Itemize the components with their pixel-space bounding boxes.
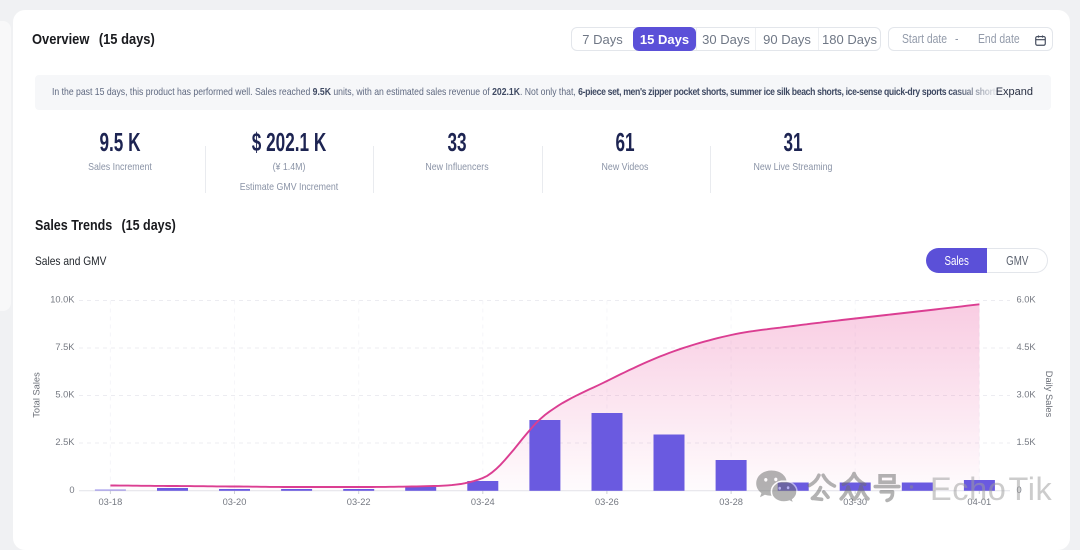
svg-text:6.0K: 6.0K: [1017, 295, 1037, 305]
svg-text:4.5K: 4.5K: [1017, 342, 1037, 352]
svg-text:5.0K: 5.0K: [55, 390, 75, 400]
svg-text:7.5K: 7.5K: [55, 342, 75, 352]
svg-text:EchoTik: EchoTik: [930, 471, 1053, 507]
svg-text:1.5K: 1.5K: [1017, 437, 1037, 447]
svg-text:03-28: 03-28: [719, 497, 743, 507]
svg-text:3.0K: 3.0K: [1017, 390, 1037, 400]
svg-text:0: 0: [69, 485, 74, 495]
svg-text:03-22: 03-22: [347, 497, 371, 507]
svg-text:03-26: 03-26: [595, 497, 619, 507]
svg-text:2.5K: 2.5K: [55, 437, 75, 447]
svg-text:03-20: 03-20: [223, 497, 247, 507]
svg-text:10.0K: 10.0K: [50, 295, 75, 305]
svg-text:03-18: 03-18: [99, 497, 123, 507]
svg-text:0: 0: [1017, 485, 1022, 495]
svg-text:03-30: 03-30: [843, 497, 867, 507]
svg-text:04-01: 04-01: [967, 497, 991, 507]
svg-text:Daily Sales: Daily Sales: [1044, 371, 1054, 418]
svg-text:Total Sales: Total Sales: [32, 372, 42, 418]
svg-text:03-24: 03-24: [471, 497, 495, 507]
